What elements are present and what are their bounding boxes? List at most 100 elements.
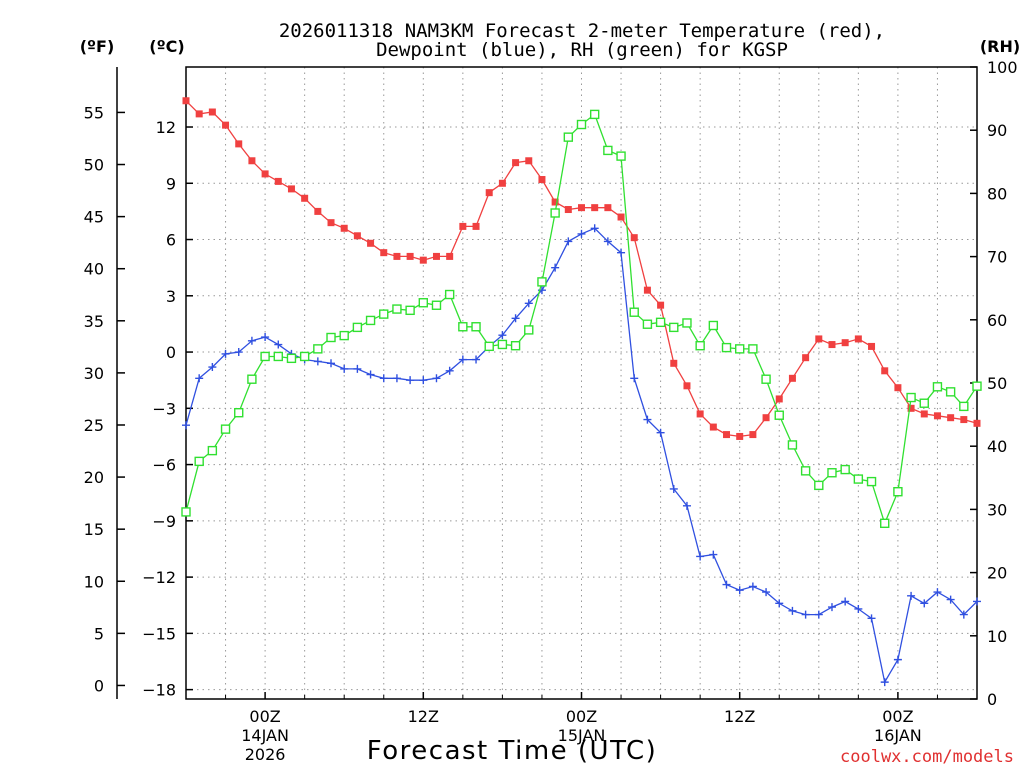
fahrenheit-tick-label: 0 (94, 676, 104, 695)
rh-tick-label: 20 (987, 564, 1007, 583)
series-layer (181, 97, 982, 687)
series-point (629, 307, 639, 317)
series-point (775, 599, 784, 608)
series-point (933, 588, 942, 597)
series-point (735, 344, 745, 354)
series-point (775, 395, 783, 403)
series-point (722, 580, 731, 589)
series-point (365, 315, 376, 326)
series-point (208, 108, 216, 116)
series-point (273, 351, 283, 362)
series-point (907, 591, 916, 600)
time-tick-label: 12Z (724, 707, 755, 726)
series-point (380, 249, 388, 257)
time-tick-date: 15JAN (558, 726, 606, 745)
chart-title-line-2: Dewpoint (blue), RH (green) for KGSP (376, 39, 788, 61)
series-point (630, 374, 639, 383)
series-point (498, 179, 506, 187)
series-point (510, 341, 521, 351)
series-point (788, 606, 797, 615)
series-point (497, 339, 508, 350)
series-point (446, 252, 454, 260)
series-point (418, 298, 428, 308)
series-point (550, 208, 560, 218)
series-point (973, 419, 981, 427)
series-point (577, 229, 586, 238)
celsius-axis-label: (ºC) (149, 37, 184, 56)
series-point (340, 364, 349, 373)
series-point (563, 132, 574, 142)
series-point (907, 404, 915, 412)
series-point (762, 588, 771, 597)
series-point (709, 423, 717, 431)
series-point (511, 314, 520, 323)
series-point (696, 552, 705, 561)
series-point (484, 341, 494, 352)
series-point (353, 232, 361, 240)
series-point (431, 300, 442, 310)
series-point (207, 445, 218, 456)
series-point (932, 382, 943, 392)
series-point (683, 382, 691, 390)
series-point (894, 384, 902, 392)
time-tick-label: 00Z (566, 707, 597, 726)
series-point (472, 222, 480, 230)
fahrenheit-tick-label: 10 (84, 572, 104, 591)
series-point (247, 336, 256, 345)
series-point (854, 604, 863, 613)
series-point (960, 416, 968, 424)
series-point (853, 474, 864, 484)
series-point (642, 319, 653, 329)
series-point (682, 318, 692, 328)
series-point (286, 353, 297, 364)
celsius-tick-label: 12 (156, 118, 176, 137)
series-point (366, 370, 375, 379)
series-point (866, 476, 877, 487)
fahrenheit-tick-label: 55 (84, 103, 104, 122)
celsius-tick-label: −12 (142, 568, 176, 587)
series-point (578, 204, 585, 212)
series-point (367, 239, 375, 247)
series-point (512, 159, 520, 167)
time-tick-label: 00Z (882, 707, 913, 726)
series-point (695, 341, 705, 351)
series-point (603, 145, 613, 156)
series-point (682, 501, 691, 510)
series-point (195, 374, 204, 383)
series-point (392, 304, 402, 314)
series-point (393, 252, 401, 260)
fahrenheit-tick-label: 30 (84, 364, 104, 383)
time-tick-label: 12Z (408, 707, 439, 726)
series-point (524, 325, 534, 335)
series-point (221, 349, 230, 358)
series-point (841, 597, 850, 606)
series-point (604, 204, 612, 212)
series-point (392, 374, 401, 383)
series-point (564, 206, 572, 214)
series-point (841, 339, 849, 347)
series-point (194, 456, 204, 467)
x-axis-label: Forecast Time (UTC) (367, 736, 658, 766)
series-point (591, 204, 599, 212)
series-point (326, 332, 336, 343)
series-point (538, 176, 546, 184)
series-point (551, 263, 560, 272)
series-point (854, 335, 862, 343)
series-point (274, 177, 282, 185)
series-point (749, 431, 757, 439)
celsius-tick-label: −3 (152, 399, 176, 418)
series-point (287, 185, 295, 193)
series-point (893, 655, 902, 664)
series-rh (181, 109, 982, 529)
series-point (814, 610, 823, 619)
series-point (589, 109, 600, 120)
series-point (525, 157, 533, 165)
series-point (314, 207, 322, 215)
rh-tick-label: 0 (987, 690, 997, 709)
series-point (537, 277, 547, 287)
series-point (195, 110, 203, 118)
series-point (353, 364, 362, 373)
series-point (299, 351, 310, 362)
